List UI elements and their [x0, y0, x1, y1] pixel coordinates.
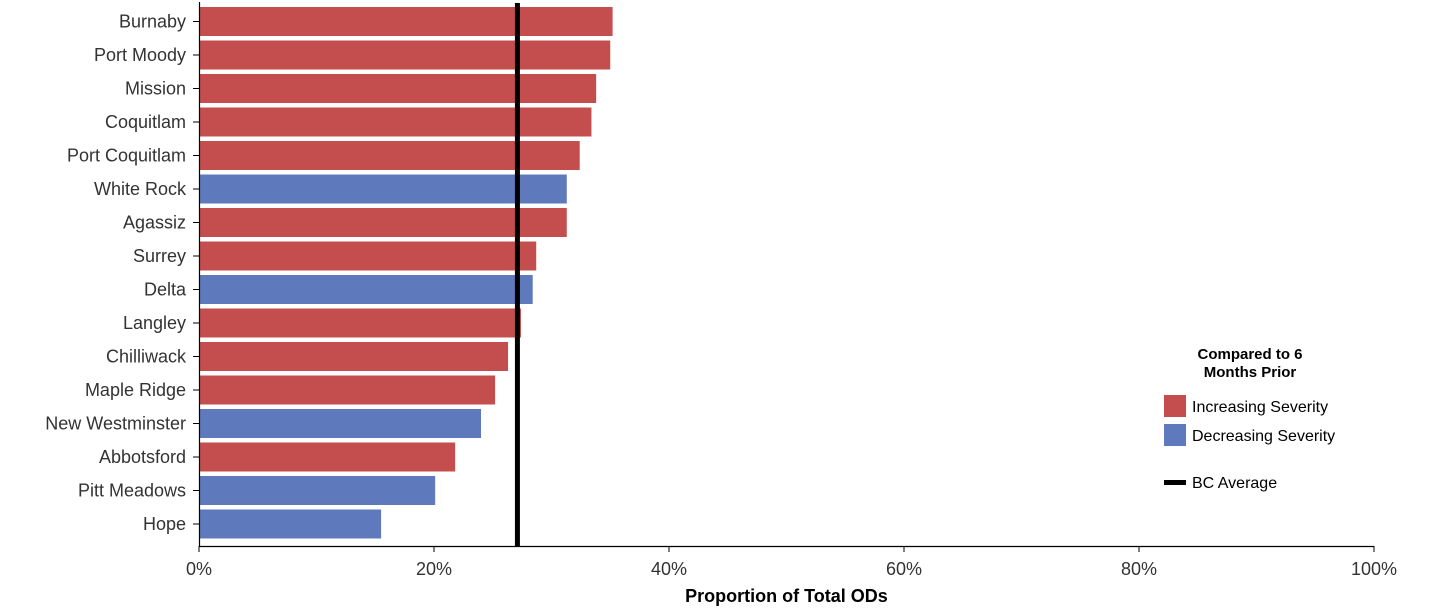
category-label-langley: Langley	[123, 313, 186, 333]
bar-pitt-meadows	[200, 476, 436, 505]
category-label-port-moody: Port Moody	[94, 45, 186, 65]
x-tick-label-80: 80%	[1121, 559, 1157, 579]
legend-label-bc-average: BC Average	[1192, 475, 1277, 492]
x-axis: 0% 20% 40% 60% 80% 100%	[186, 545, 1397, 579]
category-label-abbotsford: Abbotsford	[99, 447, 186, 467]
x-tick-label-40: 40%	[651, 559, 687, 579]
category-label-coquitlam: Coquitlam	[105, 112, 186, 132]
category-label-chilliwack: Chilliwack	[106, 347, 187, 367]
y-axis	[193, 2, 201, 546]
legend-title-line-2: Months Prior	[1204, 364, 1297, 381]
category-label-mission: Mission	[125, 79, 186, 99]
bar-surrey	[200, 241, 537, 271]
bars	[200, 7, 613, 539]
category-label-white-rock: White Rock	[94, 179, 187, 199]
bar-langley	[200, 308, 521, 338]
x-tick-label-0: 0%	[186, 559, 212, 579]
bar-hope	[200, 509, 382, 539]
category-labels: Burnaby Port Moody Mission Coquitlam Port Co…	[45, 12, 187, 535]
bar-maple-ridge	[200, 375, 496, 405]
bar-delta	[200, 275, 533, 304]
category-label-surrey: Surrey	[133, 246, 186, 266]
legend-label-increasing: Increasing Severity	[1192, 399, 1328, 416]
category-label-burnaby: Burnaby	[119, 12, 186, 32]
category-label-maple-ridge: Maple Ridge	[85, 380, 186, 400]
bar-new-westminster	[200, 409, 481, 438]
category-label-port-coquitlam: Port Coquitlam	[67, 146, 186, 166]
legend-label-decreasing: Decreasing Severity	[1192, 428, 1335, 445]
x-tick-label-20: 20%	[416, 559, 452, 579]
legend-swatch-decreasing	[1164, 424, 1186, 446]
bar-coquitlam	[200, 107, 592, 137]
bar-port-coquitlam	[200, 141, 580, 170]
category-label-new-westminster: New Westminster	[45, 414, 186, 434]
bar-chilliwack	[200, 342, 509, 371]
category-label-agassiz: Agassiz	[123, 213, 186, 233]
category-label-delta: Delta	[144, 280, 187, 300]
legend-swatch-bc-average	[1164, 480, 1186, 485]
bar-abbotsford	[200, 442, 456, 472]
x-tick-label-60: 60%	[886, 559, 922, 579]
x-tick-label-100: 100%	[1351, 559, 1397, 579]
bar-white-rock	[200, 174, 567, 204]
bar-burnaby	[200, 7, 613, 36]
legend-title-line-1: Compared to 6	[1197, 346, 1302, 363]
category-label-hope: Hope	[143, 514, 186, 534]
x-axis-title: Proportion of Total ODs	[685, 586, 888, 606]
bar-mission	[200, 74, 597, 103]
bar-agassiz	[200, 208, 567, 237]
bar-port-moody	[200, 40, 611, 70]
category-label-pitt-meadows: Pitt Meadows	[78, 481, 186, 501]
legend: Compared to 6 Months Prior Increasing Se…	[1164, 346, 1335, 492]
legend-swatch-increasing	[1164, 395, 1186, 417]
